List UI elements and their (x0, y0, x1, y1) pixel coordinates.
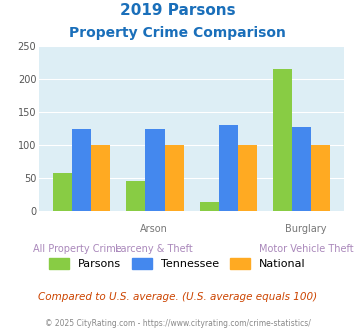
Text: Burglary: Burglary (285, 224, 327, 234)
Bar (91, 145, 110, 211)
Text: Arson: Arson (140, 224, 168, 234)
Bar (72, 129, 91, 211)
Bar (53, 173, 72, 211)
Bar (200, 202, 219, 211)
Text: All Property Crime: All Property Crime (33, 244, 121, 254)
Text: Larceny & Theft: Larceny & Theft (115, 244, 192, 254)
Text: 2019 Parsons: 2019 Parsons (120, 3, 235, 18)
Bar (146, 129, 164, 211)
Bar (164, 145, 184, 211)
Bar (126, 181, 146, 211)
Bar (311, 145, 331, 211)
Text: Compared to U.S. average. (U.S. average equals 100): Compared to U.S. average. (U.S. average … (38, 292, 317, 302)
Text: © 2025 CityRating.com - https://www.cityrating.com/crime-statistics/: © 2025 CityRating.com - https://www.city… (45, 319, 310, 328)
Bar (273, 69, 292, 211)
Bar (292, 127, 311, 211)
Text: Motor Vehicle Theft: Motor Vehicle Theft (259, 244, 354, 254)
Text: Property Crime Comparison: Property Crime Comparison (69, 26, 286, 40)
Bar (219, 125, 238, 211)
Bar (238, 145, 257, 211)
Legend: Parsons, Tennessee, National: Parsons, Tennessee, National (45, 253, 310, 273)
